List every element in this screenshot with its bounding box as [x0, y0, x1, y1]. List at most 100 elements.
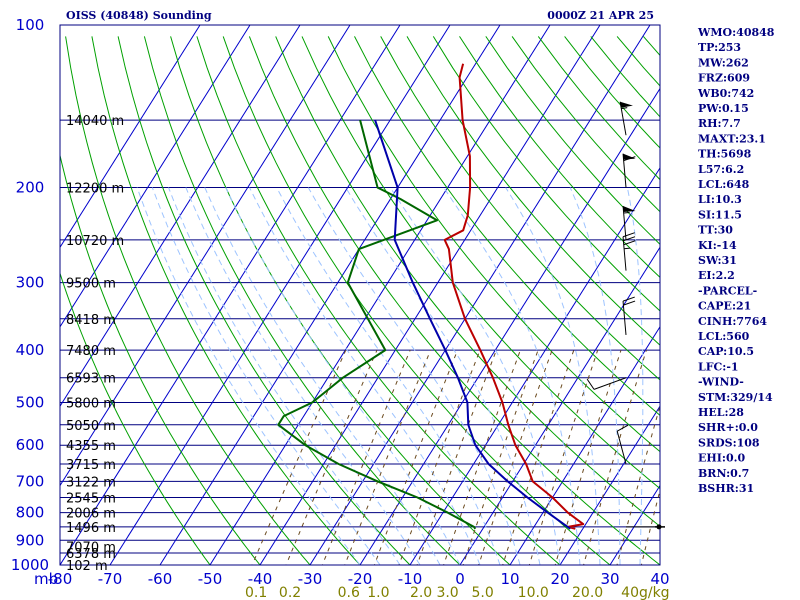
mixing-ratio-line: [398, 349, 481, 565]
pressure-tick-label: 700: [16, 472, 45, 490]
barb-half-flag: [621, 107, 628, 110]
barb-flag: [622, 232, 635, 238]
index-value: PW:0.15: [698, 102, 749, 115]
barb-flag: [586, 378, 595, 390]
index-value: HEL:28: [698, 406, 744, 419]
moist-adiabat: [168, 187, 401, 565]
barb-half-flag: [623, 211, 630, 214]
index-value: WB0:742: [697, 87, 754, 100]
height-label: 8418 m: [66, 313, 116, 328]
isotherm--80: [60, 25, 401, 565]
barb-half-flag: [624, 247, 631, 250]
isotherm--70: [109, 25, 451, 565]
moist-adiabat: [225, 187, 461, 565]
index-value: MAXT:23.1: [698, 132, 766, 145]
index-value: EHI:0.0: [698, 452, 745, 465]
height-label: 9500 m: [66, 277, 116, 292]
wind-barb: [619, 101, 633, 136]
mixing-ratio-line: [554, 349, 622, 565]
moist-adiabat: [505, 187, 601, 565]
index-value: -WIND-: [698, 376, 744, 389]
pressure-unit-label: mb: [34, 570, 58, 588]
dry-adiabat: [406, 36, 660, 346]
index-value: SI:11.5: [698, 208, 742, 221]
wind-barbs: [586, 101, 665, 530]
index-value: BRN:0.7: [698, 467, 749, 480]
index-value: STM:329/14: [698, 391, 773, 404]
index-value: LCL:648: [698, 178, 750, 191]
moist-adiabat: [204, 187, 441, 565]
barb-staff: [619, 101, 627, 136]
index-value: -PARCEL-: [698, 284, 757, 297]
moist-adiabat: [151, 187, 381, 565]
barb-flag: [623, 300, 636, 306]
isotherm-10: [509, 325, 660, 565]
isotherm--60: [159, 25, 501, 565]
dry-adiabat: [564, 36, 660, 149]
pressure-tick-label: 900: [16, 531, 45, 549]
height-label: 4355 m: [66, 439, 116, 454]
barb-pennant: [620, 101, 633, 108]
wind-barb: [622, 153, 636, 188]
index-value: TH:5698: [698, 148, 752, 161]
barb-pennant: [623, 206, 636, 212]
wind-barb: [622, 205, 636, 240]
barb-staff: [622, 236, 627, 271]
dry-adiabat: [459, 36, 660, 278]
height-label: 6378 m: [66, 547, 116, 562]
mixing-ratio-label: 5.0: [471, 585, 493, 600]
temperature-tick-label: 30: [600, 570, 619, 588]
height-label: 3715 m: [66, 458, 116, 473]
mixing-ratio-label: 0.2: [279, 585, 301, 600]
dry-adiabat: [354, 36, 660, 417]
wind-barb: [616, 424, 629, 465]
height-label: 5800 m: [66, 396, 116, 411]
mixing-ratio-line: [528, 349, 599, 565]
height-label: 12200 m: [66, 182, 124, 197]
height-label: 102 m: [66, 559, 108, 574]
barb-flag: [623, 236, 636, 242]
mixing-ratio-label: 10.0: [518, 585, 549, 600]
dry-adiabat: [196, 36, 561, 565]
index-value: BSHR:31: [698, 482, 754, 495]
dry-adiabat: [65, 36, 311, 565]
isotherm--100: [60, 25, 301, 408]
index-value: CAP:10.5: [698, 345, 754, 358]
mixing-ratio-label: 1.0: [367, 585, 389, 600]
dry-adiabat: [117, 36, 411, 565]
dry-adiabat: [327, 36, 660, 453]
moist-adiabat: [276, 187, 501, 565]
isotherm--50: [209, 25, 551, 565]
mixing-ratio-label: 20.0: [572, 585, 603, 600]
mixing-ratio-line: [344, 349, 432, 565]
dry-adiabat: [511, 36, 660, 213]
dry-adiabat: [60, 153, 261, 565]
plot-frame: [59, 24, 661, 566]
dry-adiabat: [222, 36, 611, 565]
mixing-ratio-line: [583, 349, 647, 565]
index-value: L57:6.2: [698, 163, 744, 176]
index-value: EI:2.2: [698, 269, 735, 282]
index-value: FRZ:609: [698, 72, 750, 85]
wind-barb: [586, 377, 627, 390]
moist-adiabat: [136, 187, 361, 565]
temperature-tick-label: -50: [198, 570, 223, 588]
dry-adiabat: [91, 36, 361, 565]
temperature-tick-label: 0: [455, 570, 465, 588]
sounding-profiles: [277, 63, 585, 530]
mixing-ratio-line: [251, 349, 347, 565]
height-label: 5050 m: [66, 419, 116, 434]
index-value: LFC:-1: [698, 360, 739, 373]
isotherm--110: [60, 25, 251, 328]
isotherm--20: [359, 87, 660, 565]
dry-adiabat: [248, 36, 660, 565]
isotherm--120: [60, 25, 201, 249]
mixing-ratio-line: [478, 349, 553, 565]
height-label: 1496 m: [66, 521, 116, 536]
mixing-ratio-label: 0.6: [338, 585, 360, 600]
index-value: TP:253: [698, 41, 741, 54]
mixing-ratio-line: [462, 349, 539, 565]
moist-adiabat: [659, 554, 660, 565]
dewpoint-profile: [277, 119, 477, 530]
